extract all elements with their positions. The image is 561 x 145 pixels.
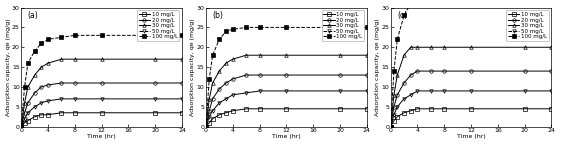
Y-axis label: Adsorption capacity, qe (mg/g): Adsorption capacity, qe (mg/g) [375, 18, 380, 116]
Y-axis label: Adsorption capacity, qe (mg/g): Adsorption capacity, qe (mg/g) [190, 18, 195, 116]
Text: (b): (b) [212, 11, 223, 20]
X-axis label: Time (hr): Time (hr) [88, 134, 116, 139]
Legend: 10 mg/L, 20 mg/L, 30 mg/L, 50 mg/L, 100 mg/L: 10 mg/L, 20 mg/L, 30 mg/L, 50 mg/L, 100 … [322, 10, 364, 41]
Legend: 10 mg/L, 20 mg/L, 30 mg/L, 50 mg/L, 100 mg/L: 10 mg/L, 20 mg/L, 30 mg/L, 50 mg/L, 100 … [507, 10, 549, 41]
Legend: 10 mg/L, 20 mg/L, 30 mg/L, 50 mg/L, 100 mg/L: 10 mg/L, 20 mg/L, 30 mg/L, 50 mg/L, 100 … [137, 10, 180, 41]
Text: (c): (c) [397, 11, 407, 20]
Y-axis label: Adsorption capacity, qe (mg/g): Adsorption capacity, qe (mg/g) [6, 18, 11, 116]
X-axis label: Time (hr): Time (hr) [272, 134, 301, 139]
Text: (a): (a) [27, 11, 38, 20]
X-axis label: Time (hr): Time (hr) [457, 134, 485, 139]
